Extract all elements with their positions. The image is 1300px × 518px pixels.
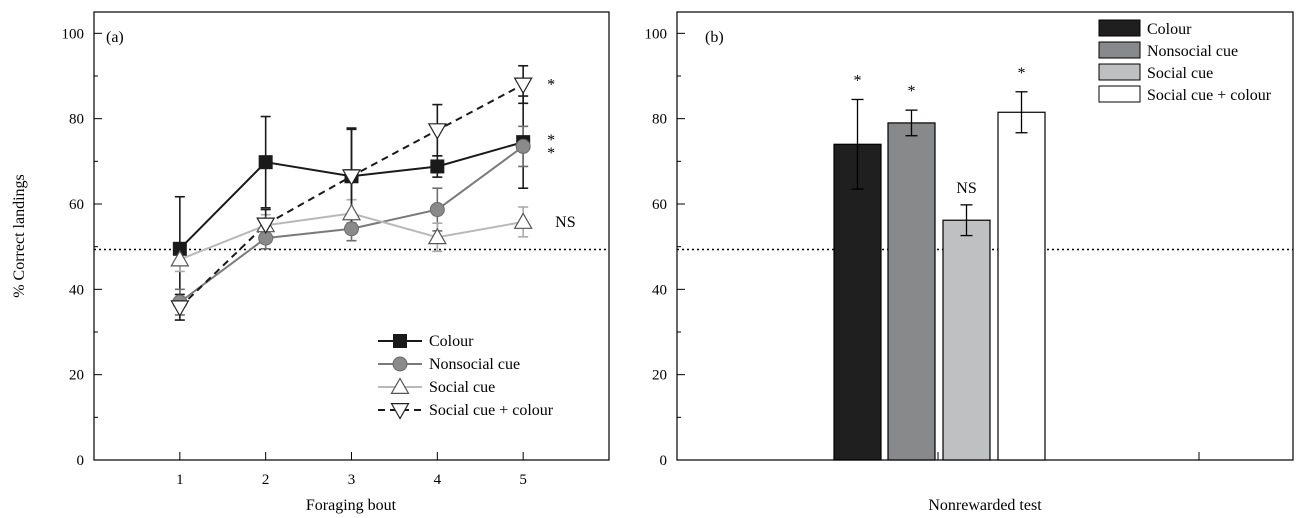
- panel-b-bars: [833, 111, 1046, 461]
- legend-marker: [393, 334, 407, 348]
- panel-a-y-tick-label: 100: [62, 26, 85, 42]
- panel-b-label: (b): [705, 29, 724, 46]
- panel-a-legend: Colour Nonsocial cue Social cue Social cue …: [378, 333, 554, 420]
- legend-label: Social cue: [429, 379, 495, 396]
- legend-label: Nonsocial cue: [1147, 43, 1238, 60]
- panel-a-y-axis-title: % Correct landings: [11, 174, 28, 298]
- bar-nonsocial-cue: [887, 122, 936, 461]
- legend-label: Colour: [429, 333, 474, 350]
- bar-colour: [833, 143, 882, 461]
- data-point: [429, 202, 445, 218]
- legend-marker: [392, 356, 408, 372]
- panel-b-y-tick-label: 60: [652, 197, 667, 213]
- data-point: [513, 212, 533, 229]
- legend-marker: [390, 403, 410, 420]
- legend-label: Social cue + colour: [429, 402, 554, 419]
- panel-a-y-tick-label: 80: [69, 112, 84, 128]
- panel-b-y-tick-label: 100: [645, 26, 668, 42]
- panel-b-y-tick-label: 20: [652, 368, 667, 384]
- panel-a-x-tick-label: 5: [519, 472, 527, 488]
- significance-mark: *: [908, 83, 916, 100]
- significance-mark: *: [547, 77, 555, 94]
- panel-a-x-tick-label: 3: [348, 472, 356, 488]
- panel-a-x-tick-label: 1: [176, 472, 184, 488]
- panel-a-y-tick-label: 60: [69, 197, 84, 213]
- significance-mark: *: [854, 72, 862, 89]
- panel-a-label: (a): [106, 29, 124, 46]
- bar-social-cue-colour: [997, 111, 1046, 461]
- panel-a-y-tick-label: 20: [69, 368, 84, 384]
- legend-marker: [390, 377, 410, 394]
- data-point: [256, 217, 276, 235]
- panel-a-error-bars: [174, 64, 529, 321]
- significance-mark: NS: [555, 214, 575, 231]
- panel-b-y-tick-label: 80: [652, 112, 667, 128]
- significance-mark: *: [1018, 65, 1026, 82]
- panel-a-y-tick-label: 40: [69, 282, 84, 298]
- significance-mark: *: [547, 145, 555, 162]
- data-point: [513, 77, 533, 95]
- data-point: [170, 249, 190, 267]
- data-point: [170, 300, 190, 317]
- legend-label: Nonsocial cue: [429, 356, 520, 373]
- legend-swatch: [1098, 85, 1141, 103]
- panel-b-x-axis: [937, 452, 1200, 460]
- significance-mark: NS: [956, 180, 976, 197]
- data-point: [427, 227, 447, 245]
- panel-a-x-axis-title: Foraging bout: [306, 497, 397, 514]
- panel-a-y-tick-label: 0: [77, 453, 85, 469]
- panel-b-legend: Colour Nonsocial cue Social cue Social cue …: [1098, 19, 1272, 104]
- panel-b-x-axis-title: Nonrewarded test: [928, 497, 1042, 514]
- legend-label: Colour: [1147, 21, 1192, 38]
- panel-a-x-tick-label: 4: [434, 472, 442, 488]
- data-point: [430, 159, 445, 174]
- legend-label: Social cue + colour: [1147, 87, 1272, 104]
- data-point: [344, 221, 359, 237]
- data-point: [341, 203, 362, 221]
- panel-b-y-tick-label: 0: [660, 453, 668, 469]
- data-point: [427, 123, 447, 140]
- data-point: [258, 155, 273, 170]
- significance-mark: *: [547, 132, 555, 149]
- legend-swatch: [1098, 63, 1141, 81]
- panel-b-y-tick-label: 40: [652, 282, 667, 298]
- bar-social-cue: [942, 219, 991, 461]
- data-point: [515, 138, 531, 154]
- panel-a-x-tick-label: 2: [262, 472, 270, 488]
- panel-a-x-axis: 1 2 3 4 5: [176, 452, 527, 488]
- legend-swatch: [1098, 41, 1141, 59]
- panel-b-error-bars: [851, 91, 1028, 237]
- panel-a-markers: [170, 77, 533, 317]
- panel-a-significance-marks: ***NS: [547, 77, 575, 231]
- data-point: [341, 169, 362, 186]
- panel-a-y-axis: 0 20 40 60 80 100: [62, 26, 102, 469]
- legend-label: Social cue: [1147, 65, 1213, 82]
- panel-b-significance-marks: * * NS *: [854, 65, 1026, 197]
- panel-b-y-axis: 0 20 40 60 80 100: [645, 26, 685, 469]
- legend-swatch: [1098, 19, 1141, 37]
